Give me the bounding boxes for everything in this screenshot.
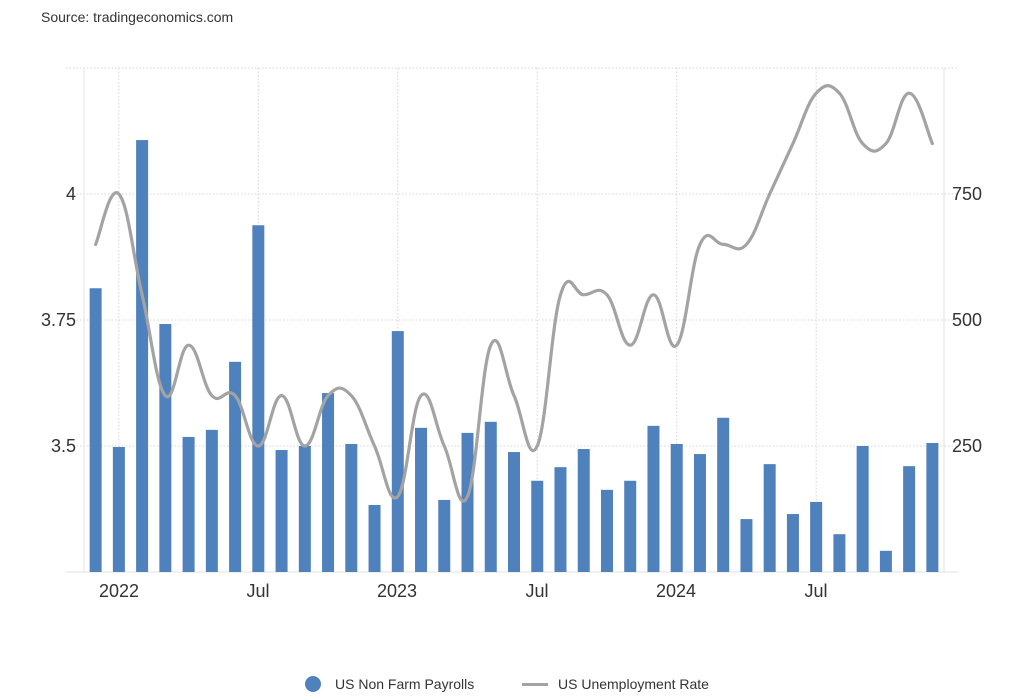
payroll-bar bbox=[415, 427, 428, 572]
x-axis-tick: 2023 bbox=[377, 581, 417, 601]
x-axis-tick: Jul bbox=[246, 581, 269, 601]
payroll-bar bbox=[252, 225, 265, 573]
payroll-bar bbox=[624, 480, 637, 572]
line-marker-icon bbox=[522, 682, 548, 686]
payroll-bar bbox=[577, 449, 590, 572]
payroll-bar bbox=[531, 480, 544, 572]
left-axis-tick: 3.75 bbox=[41, 310, 76, 330]
x-axis-tick: 2024 bbox=[656, 581, 696, 601]
payroll-bar bbox=[461, 432, 474, 572]
payroll-bar bbox=[786, 514, 799, 572]
payroll-bar bbox=[345, 443, 358, 572]
payroll-bar bbox=[438, 499, 451, 572]
payroll-bar bbox=[182, 436, 195, 572]
payroll-bar bbox=[508, 452, 520, 572]
right-axis-tick: 750 bbox=[952, 184, 982, 204]
payroll-bar bbox=[112, 447, 125, 572]
left-axis-tick: 3.5 bbox=[51, 436, 76, 456]
payroll-bar bbox=[554, 467, 567, 572]
payroll-bar bbox=[136, 140, 149, 572]
unemployment-line bbox=[94, 84, 934, 503]
circle-marker-icon bbox=[305, 676, 321, 692]
legend: US Non Farm Payrolls US Unemployment Rat… bbox=[0, 676, 1024, 696]
payroll-bar bbox=[484, 421, 497, 572]
payroll-bar bbox=[879, 550, 892, 572]
payroll-bar bbox=[159, 324, 172, 572]
payroll-bar bbox=[322, 393, 335, 572]
payroll-bar bbox=[740, 519, 753, 572]
payroll-bar bbox=[833, 534, 846, 572]
x-axis-tick: Jul bbox=[804, 581, 827, 601]
payroll-bar bbox=[717, 417, 730, 572]
legend-item-unemployment[interactable]: US Unemployment Rate bbox=[522, 676, 709, 692]
payroll-bar bbox=[89, 288, 102, 572]
chart-area: 3.5 3.75 4 250 500 750 2022 Jul 2023 Jul 2024 Jul bbox=[41, 67, 982, 601]
payroll-bar bbox=[903, 466, 916, 572]
right-axis-tick: 500 bbox=[952, 310, 982, 330]
legend-label-payrolls: US Non Farm Payrolls bbox=[335, 676, 475, 692]
payroll-bar bbox=[229, 361, 242, 572]
payroll-bar bbox=[298, 446, 311, 572]
payroll-bar bbox=[693, 454, 706, 572]
legend-item-payrolls[interactable]: US Non Farm Payrolls bbox=[305, 676, 474, 692]
payroll-bar bbox=[856, 446, 869, 572]
payroll-bar bbox=[670, 443, 683, 572]
x-axis-tick: Jul bbox=[525, 581, 548, 601]
payroll-bar bbox=[368, 504, 381, 572]
payroll-bar bbox=[647, 425, 660, 572]
payroll-bar bbox=[926, 442, 939, 572]
payroll-bar bbox=[810, 501, 823, 572]
legend-label-unemployment: US Unemployment Rate bbox=[558, 676, 709, 692]
axes: 3.5 3.75 4 250 500 750 2022 Jul 2023 Jul 2024 Jul bbox=[41, 184, 982, 601]
right-axis-tick: 250 bbox=[952, 436, 982, 456]
payroll-bar bbox=[275, 450, 288, 572]
left-axis-tick: 4 bbox=[66, 184, 76, 204]
payroll-bar bbox=[205, 429, 218, 572]
payroll-bar bbox=[600, 489, 613, 572]
payroll-bar bbox=[763, 464, 776, 572]
x-axis-tick: 2022 bbox=[99, 581, 139, 601]
source-label: Source: tradingeconomics.com bbox=[41, 9, 234, 25]
payroll-bar bbox=[391, 331, 404, 572]
payrolls-bars bbox=[89, 140, 939, 573]
